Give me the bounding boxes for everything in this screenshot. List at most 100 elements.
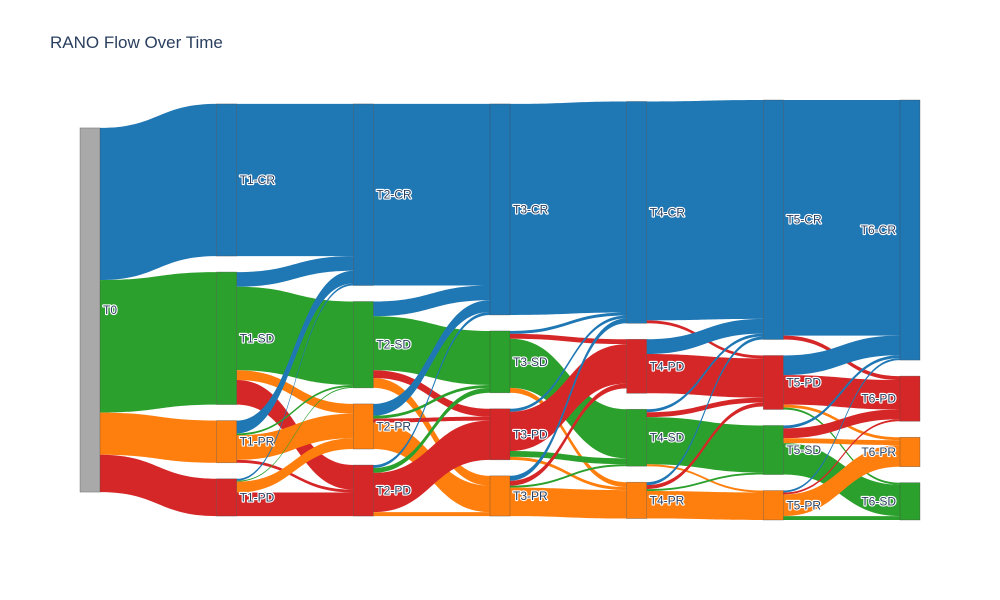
sankey-node-label: T2-CR	[376, 188, 412, 202]
sankey-link-T3-PD-to-T4-CR[interactable]	[510, 315, 627, 412]
sankey-link-T2-SD-to-T3-PD[interactable]	[373, 370, 490, 417]
sankey-node-T3-CR[interactable]	[489, 103, 511, 316]
sankey-node-T2-PR[interactable]	[353, 403, 374, 450]
sankey-node-T6-SD[interactable]	[899, 482, 921, 521]
sankey-link-T2-CR-to-T3-CR[interactable]	[373, 103, 490, 286]
sankey-link-T3-SD-to-T4-PR[interactable]	[510, 387, 627, 488]
sankey-link-T5-PR-to-T6-SD[interactable]	[783, 516, 900, 520]
sankey-link-T3-PD-to-T4-SD[interactable]	[510, 450, 627, 465]
sankey-node-T6-PR[interactable]	[899, 436, 921, 468]
sankey-link-T4-CR-to-T5-CR[interactable]	[646, 100, 764, 321]
sankey-node-label: T5-PD	[786, 375, 821, 389]
sankey-node-T6-PD[interactable]	[899, 375, 921, 422]
sankey-link-T1-PD-to-T2-SD[interactable]	[236, 386, 354, 482]
sankey-link-T1-PD-to-T2-PD[interactable]	[236, 492, 354, 517]
sankey-link-T5-PR-to-T6-PD[interactable]	[783, 419, 900, 495]
sankey-node-T1-PR[interactable]	[216, 420, 237, 464]
sankey-link-T3-PR-to-T4-PR[interactable]	[510, 487, 627, 519]
sankey-link-T1-PR-to-T2-SD[interactable]	[236, 384, 354, 436]
sankey-node-T4-CR[interactable]	[626, 101, 647, 324]
sankey-node-T2-PD[interactable]	[353, 464, 374, 517]
sankey-node-label: T3-SD	[513, 355, 548, 369]
sankey-link-T0-to-T1-CR[interactable]	[100, 103, 217, 281]
sankey-link-T4-SD-to-T5-CR[interactable]	[646, 333, 764, 413]
sankey-nodes	[79, 99, 921, 521]
sankey-node-T5-PD[interactable]	[763, 355, 784, 410]
sankey-node-label: T4-SD	[650, 431, 685, 445]
sankey-node-label: T4-PD	[650, 359, 685, 373]
sankey-link-T4-SD-to-T5-PR[interactable]	[646, 464, 764, 493]
sankey-link-T1-SD-to-T2-CR[interactable]	[236, 256, 354, 287]
sankey-node-T3-SD[interactable]	[489, 330, 511, 394]
sankey-node-T0[interactable]	[79, 127, 101, 493]
sankey-link-T4-PD-to-T5-CR[interactable]	[646, 318, 764, 355]
sankey-node-label: T6-PD	[861, 392, 896, 406]
sankey-link-T4-PR-to-T5-PD[interactable]	[646, 402, 764, 490]
sankey-link-T3-PR-to-T4-CR[interactable]	[510, 318, 627, 481]
sankey-node-label: T3-CR	[513, 202, 549, 216]
sankey-link-T2-PD-to-T3-SD[interactable]	[373, 387, 490, 473]
sankey-link-T2-PD-to-T3-PR[interactable]	[373, 512, 490, 517]
sankey-link-T3-PR-to-T4-PD[interactable]	[510, 383, 627, 486]
sankey-node-label: T2-PR	[376, 419, 411, 433]
sankey-link-T4-PR-to-T5-CR[interactable]	[646, 336, 764, 486]
sankey-link-T5-PR-to-T6-PR[interactable]	[783, 445, 900, 517]
sankey-node-T5-PR[interactable]	[763, 490, 784, 521]
sankey-link-T2-PD-to-T3-CR[interactable]	[373, 312, 490, 468]
sankey-node-T2-SD[interactable]	[353, 301, 374, 389]
sankey-link-T5-CR-to-T6-CR[interactable]	[783, 100, 900, 336]
sankey-node-T1-CR[interactable]	[216, 103, 237, 257]
sankey-link-T2-SD-to-T3-SD[interactable]	[373, 316, 490, 385]
sankey-links	[100, 100, 900, 520]
sankey-link-T2-PD-to-T3-PD[interactable]	[373, 420, 490, 513]
sankey-link-T0-to-T1-SD[interactable]	[100, 272, 217, 413]
sankey-labels: T0 T1-CR T1-SD T1-PR T1-PD T2-CR T2-SD T2-PR T2-…	[102, 172, 898, 513]
sankey-link-T2-PR-to-T3-CR[interactable]	[373, 300, 490, 416]
sankey-link-T2-PR-to-T3-PD[interactable]	[373, 416, 490, 423]
sankey-link-T0-to-T1-PR[interactable]	[100, 412, 217, 463]
sankey-link-T5-PR-to-T6-CR[interactable]	[783, 358, 900, 493]
sankey-node-T3-PD[interactable]	[489, 408, 511, 461]
sankey-link-T1-PR-to-T2-PD[interactable]	[236, 459, 354, 493]
sankey-link-T5-SD-to-T6-CR[interactable]	[783, 355, 900, 429]
sankey-node-label: T2-PD	[376, 484, 411, 498]
sankey-link-T1-CR-to-T2-CR[interactable]	[236, 103, 354, 257]
sankey-link-T5-PD-to-T6-CR[interactable]	[783, 335, 900, 376]
sankey-link-T1-PR-to-T2-CR[interactable]	[236, 270, 354, 434]
sankey-link-T4-PD-to-T5-PD[interactable]	[646, 354, 764, 398]
sankey-link-T1-PR-to-T2-PR[interactable]	[236, 413, 354, 460]
sankey-link-T5-SD-to-T6-PR[interactable]	[783, 438, 900, 446]
sankey-link-T2-PR-to-T3-SD[interactable]	[373, 384, 490, 419]
sankey-node-T6-CR[interactable]	[899, 99, 921, 361]
sankey-node-label: T5-CR	[786, 213, 822, 227]
sankey-link-T5-SD-to-T6-PD[interactable]	[783, 409, 900, 439]
sankey-link-T1-SD-to-T2-SD[interactable]	[236, 286, 354, 385]
sankey-link-T3-PD-to-T4-PR[interactable]	[510, 456, 627, 491]
sankey-link-T1-PD-to-T2-PR[interactable]	[236, 438, 354, 493]
sankey-node-T4-PR[interactable]	[626, 481, 647, 519]
sankey-link-T4-PR-to-T5-SD[interactable]	[646, 472, 764, 492]
sankey-node-T4-PD[interactable]	[626, 338, 647, 394]
sankey-link-T4-PR-to-T5-PR[interactable]	[646, 491, 764, 520]
sankey-node-T3-PR[interactable]	[489, 475, 511, 517]
sankey-link-T3-SD-to-T4-CR[interactable]	[510, 312, 627, 334]
sankey-link-T2-SD-to-T3-CR[interactable]	[373, 285, 490, 317]
sankey-node-label: T1-CR	[240, 173, 276, 187]
sankey-node-T2-CR[interactable]	[353, 103, 374, 286]
sankey-node-T1-PD[interactable]	[216, 478, 237, 517]
sankey-link-T3-SD-to-T4-PD[interactable]	[510, 333, 627, 345]
sankey-link-T3-CR-to-T4-CR[interactable]	[510, 101, 627, 315]
sankey-node-T5-SD[interactable]	[763, 425, 784, 475]
sankey-link-T4-SD-to-T5-PD[interactable]	[646, 397, 764, 418]
sankey-node-T5-CR[interactable]	[763, 99, 784, 340]
sankey-node-label: T3-PR	[513, 489, 548, 503]
sankey-link-T5-PD-to-T6-SD[interactable]	[783, 407, 900, 485]
sankey-link-T1-PD-to-T2-CR[interactable]	[236, 283, 354, 481]
sankey-node-label: T1-SD	[240, 331, 275, 345]
sankey-node-T1-SD[interactable]	[216, 271, 237, 405]
sankey-link-T3-PR-to-T4-SD[interactable]	[510, 464, 627, 488]
sankey-link-T1-SD-to-T2-PR[interactable]	[236, 370, 354, 414]
sankey-link-T0-to-T1-PD[interactable]	[100, 454, 217, 517]
sankey-node-T4-SD[interactable]	[626, 408, 647, 467]
